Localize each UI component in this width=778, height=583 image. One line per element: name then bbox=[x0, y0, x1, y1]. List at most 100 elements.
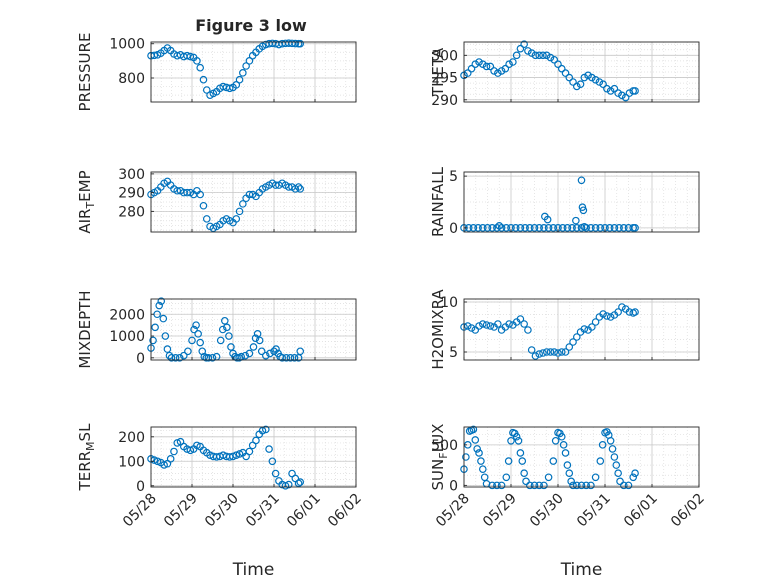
data-point bbox=[151, 323, 159, 332]
data-point bbox=[242, 62, 250, 70]
data-point bbox=[190, 325, 198, 334]
data-point bbox=[587, 481, 595, 490]
y-tick-label: 200 bbox=[118, 430, 145, 446]
data-point bbox=[546, 348, 555, 356]
data-point bbox=[527, 346, 536, 354]
data-point bbox=[486, 62, 495, 71]
data-point bbox=[227, 343, 235, 351]
axes-box bbox=[463, 298, 700, 361]
data-point bbox=[625, 308, 634, 316]
data-point bbox=[193, 57, 201, 65]
y-axis-label: RAINFALL bbox=[429, 166, 447, 237]
panel-terr-msl: 0 100 200 TERRMSL 05/28 05/29 05/30 05/31 06/01 0… bbox=[76, 423, 365, 580]
axes-box bbox=[463, 426, 700, 488]
data-point bbox=[171, 354, 180, 362]
data-point bbox=[239, 69, 247, 77]
data-point bbox=[512, 51, 521, 60]
x-tick-label: 06/01 bbox=[621, 491, 661, 531]
data-point bbox=[216, 336, 225, 345]
data-point bbox=[193, 441, 201, 450]
data-point bbox=[296, 347, 305, 356]
data-point bbox=[497, 224, 506, 232]
data-point bbox=[494, 69, 502, 77]
data-point bbox=[569, 78, 577, 86]
data-point bbox=[561, 348, 570, 356]
data-point bbox=[474, 224, 482, 232]
data-point bbox=[530, 481, 539, 490]
data-point bbox=[229, 452, 237, 461]
data-point bbox=[572, 216, 580, 225]
data-point bbox=[516, 224, 525, 232]
x-tick-label: 05/29 bbox=[480, 491, 520, 531]
data-point bbox=[478, 320, 487, 328]
data-point bbox=[184, 347, 192, 356]
data-point bbox=[488, 481, 497, 490]
data-point bbox=[294, 479, 303, 488]
data-point bbox=[493, 481, 501, 490]
data-point bbox=[170, 447, 178, 456]
y-axis-label: THETA bbox=[429, 47, 447, 97]
data-point bbox=[599, 310, 607, 318]
data-point bbox=[221, 316, 229, 325]
data-point bbox=[258, 426, 267, 435]
data-point bbox=[281, 481, 290, 490]
data-point bbox=[196, 338, 205, 347]
y-axis-label: AIRTEMP bbox=[76, 170, 97, 233]
data-point bbox=[232, 451, 241, 459]
data-point bbox=[591, 473, 600, 482]
data-point bbox=[554, 60, 562, 69]
data-point bbox=[261, 351, 270, 360]
data-point bbox=[629, 473, 638, 482]
data-point bbox=[218, 325, 227, 334]
data-point bbox=[565, 469, 574, 478]
axes-box bbox=[463, 41, 700, 103]
data-point bbox=[235, 450, 244, 458]
y-tick-label: 0 bbox=[136, 479, 145, 495]
data-point bbox=[196, 190, 205, 199]
data-point bbox=[180, 351, 188, 360]
data-point bbox=[567, 477, 575, 486]
data-point bbox=[615, 224, 623, 232]
data-point bbox=[565, 343, 574, 351]
data-point bbox=[580, 73, 589, 82]
data-point bbox=[478, 465, 487, 473]
data-point bbox=[631, 469, 639, 478]
y-tick-label: 1000 bbox=[109, 329, 145, 345]
data-point bbox=[502, 224, 511, 232]
data-point bbox=[232, 81, 241, 89]
data-point bbox=[488, 224, 497, 232]
data-point bbox=[612, 461, 621, 469]
axes-box bbox=[150, 171, 357, 233]
data-point bbox=[509, 58, 517, 66]
data-point bbox=[199, 75, 208, 84]
data-point bbox=[520, 40, 528, 49]
data-point bbox=[588, 323, 596, 331]
y-tick-label: 0 bbox=[449, 478, 458, 494]
data-point bbox=[478, 60, 487, 69]
x-tick-label: 05/30 bbox=[527, 491, 567, 531]
data-point bbox=[608, 445, 617, 453]
data-point bbox=[495, 221, 504, 230]
data-point bbox=[572, 224, 581, 232]
panel-pressure: 800 1000 PRESSURE bbox=[76, 33, 357, 111]
data-point bbox=[543, 215, 552, 224]
x-tick-label: 05/28 bbox=[120, 491, 160, 531]
data-point bbox=[294, 183, 303, 191]
data-point bbox=[516, 449, 525, 457]
data-point bbox=[173, 186, 182, 195]
x-tick-label: 06/02 bbox=[325, 491, 365, 531]
data-point bbox=[202, 215, 211, 223]
data-point bbox=[473, 445, 481, 453]
data-point bbox=[631, 87, 639, 95]
data-point bbox=[235, 75, 244, 84]
data-point bbox=[261, 425, 270, 434]
data-point bbox=[542, 51, 551, 60]
x-tick-label: 06/02 bbox=[668, 491, 708, 531]
data-point bbox=[522, 477, 530, 486]
data-point bbox=[482, 62, 491, 71]
y-tick-label: 2000 bbox=[109, 307, 145, 323]
data-point bbox=[549, 457, 558, 465]
data-point bbox=[253, 330, 262, 338]
data-point bbox=[610, 453, 619, 461]
